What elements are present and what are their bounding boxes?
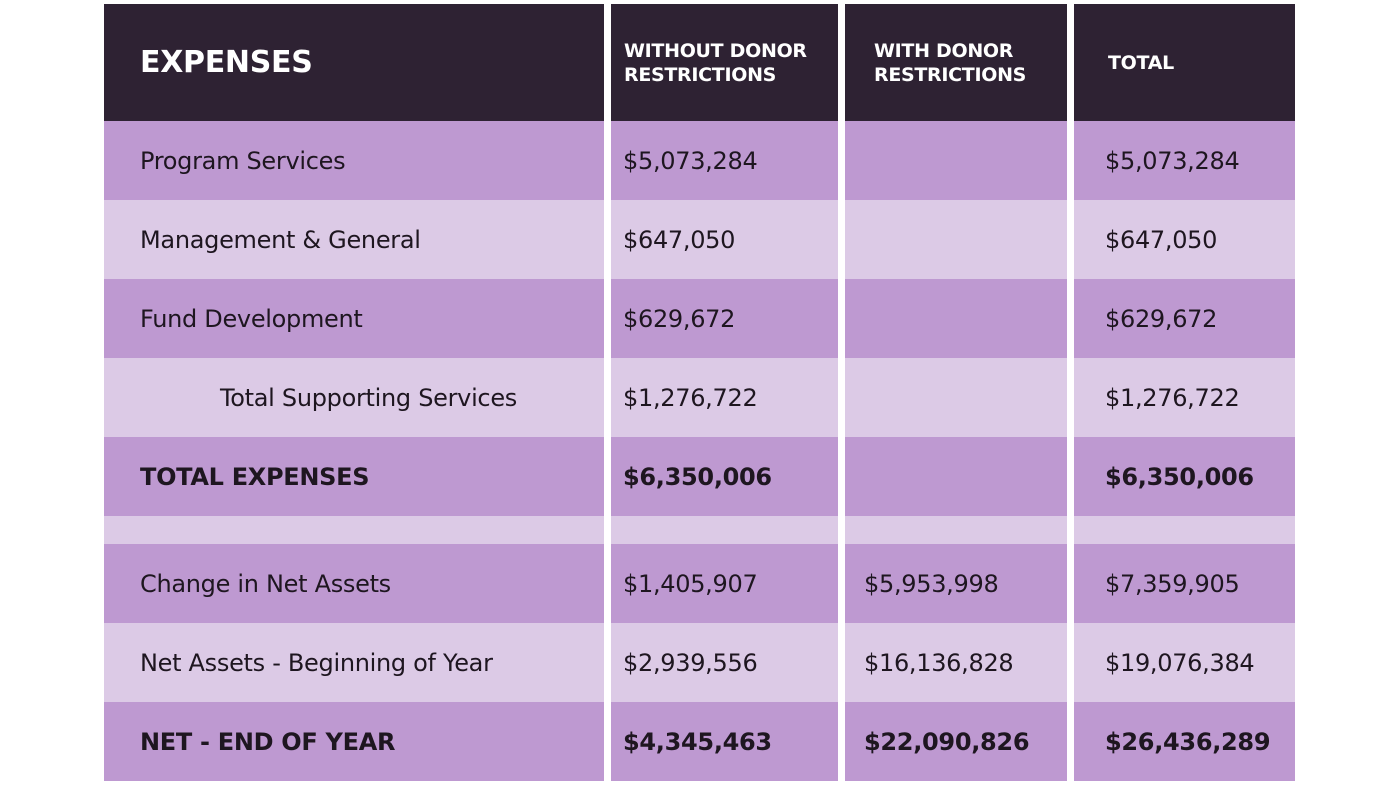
cell-with-donor-restrictions [845, 358, 1067, 437]
cell-total: $5,073,284 [1074, 121, 1295, 200]
cell-total: $19,076,384 [1074, 623, 1295, 702]
spacer-cell [1074, 516, 1295, 544]
cell-with-donor-restrictions [845, 121, 1067, 200]
row-label: Fund Development [104, 279, 604, 358]
cell-with-donor-restrictions: $22,090,826 [845, 702, 1067, 781]
cell-total: $7,359,905 [1074, 544, 1295, 623]
cell-total: $629,672 [1074, 279, 1295, 358]
row-label: Change in Net Assets [104, 544, 604, 623]
cell-total: $1,276,722 [1074, 358, 1295, 437]
cell-without-donor-restrictions: $629,672 [611, 279, 838, 358]
header-without-donor-restrictions: WITHOUT DONOR RESTRICTIONS [611, 4, 838, 121]
row-label: Net Assets - Beginning of Year [104, 623, 604, 702]
row-label: NET - END OF YEAR [104, 702, 604, 781]
cell-without-donor-restrictions: $1,276,722 [611, 358, 838, 437]
cell-with-donor-restrictions [845, 200, 1067, 279]
cell-without-donor-restrictions: $1,405,907 [611, 544, 838, 623]
row-label: TOTAL EXPENSES [104, 437, 604, 516]
expenses-table: EXPENSES WITHOUT DONOR RESTRICTIONS WITH… [104, 4, 1296, 781]
cell-without-donor-restrictions: $5,073,284 [611, 121, 838, 200]
cell-without-donor-restrictions: $2,939,556 [611, 623, 838, 702]
cell-total: $26,436,289 [1074, 702, 1295, 781]
row-label: Total Supporting Services [104, 358, 604, 437]
cell-with-donor-restrictions [845, 279, 1067, 358]
header-total: TOTAL [1074, 4, 1295, 121]
cell-without-donor-restrictions: $647,050 [611, 200, 838, 279]
header-with-donor-restrictions: WITH DONOR RESTRICTIONS [845, 4, 1067, 121]
cell-without-donor-restrictions: $4,345,463 [611, 702, 838, 781]
spacer-cell [611, 516, 838, 544]
row-label: Program Services [104, 121, 604, 200]
row-label: Management & General [104, 200, 604, 279]
cell-total: $647,050 [1074, 200, 1295, 279]
cell-with-donor-restrictions: $16,136,828 [845, 623, 1067, 702]
cell-with-donor-restrictions: $5,953,998 [845, 544, 1067, 623]
spacer-cell [104, 516, 604, 544]
cell-total: $6,350,006 [1074, 437, 1295, 516]
spacer-cell [845, 516, 1067, 544]
header-expenses: EXPENSES [104, 4, 604, 121]
cell-with-donor-restrictions [845, 437, 1067, 516]
cell-without-donor-restrictions: $6,350,006 [611, 437, 838, 516]
